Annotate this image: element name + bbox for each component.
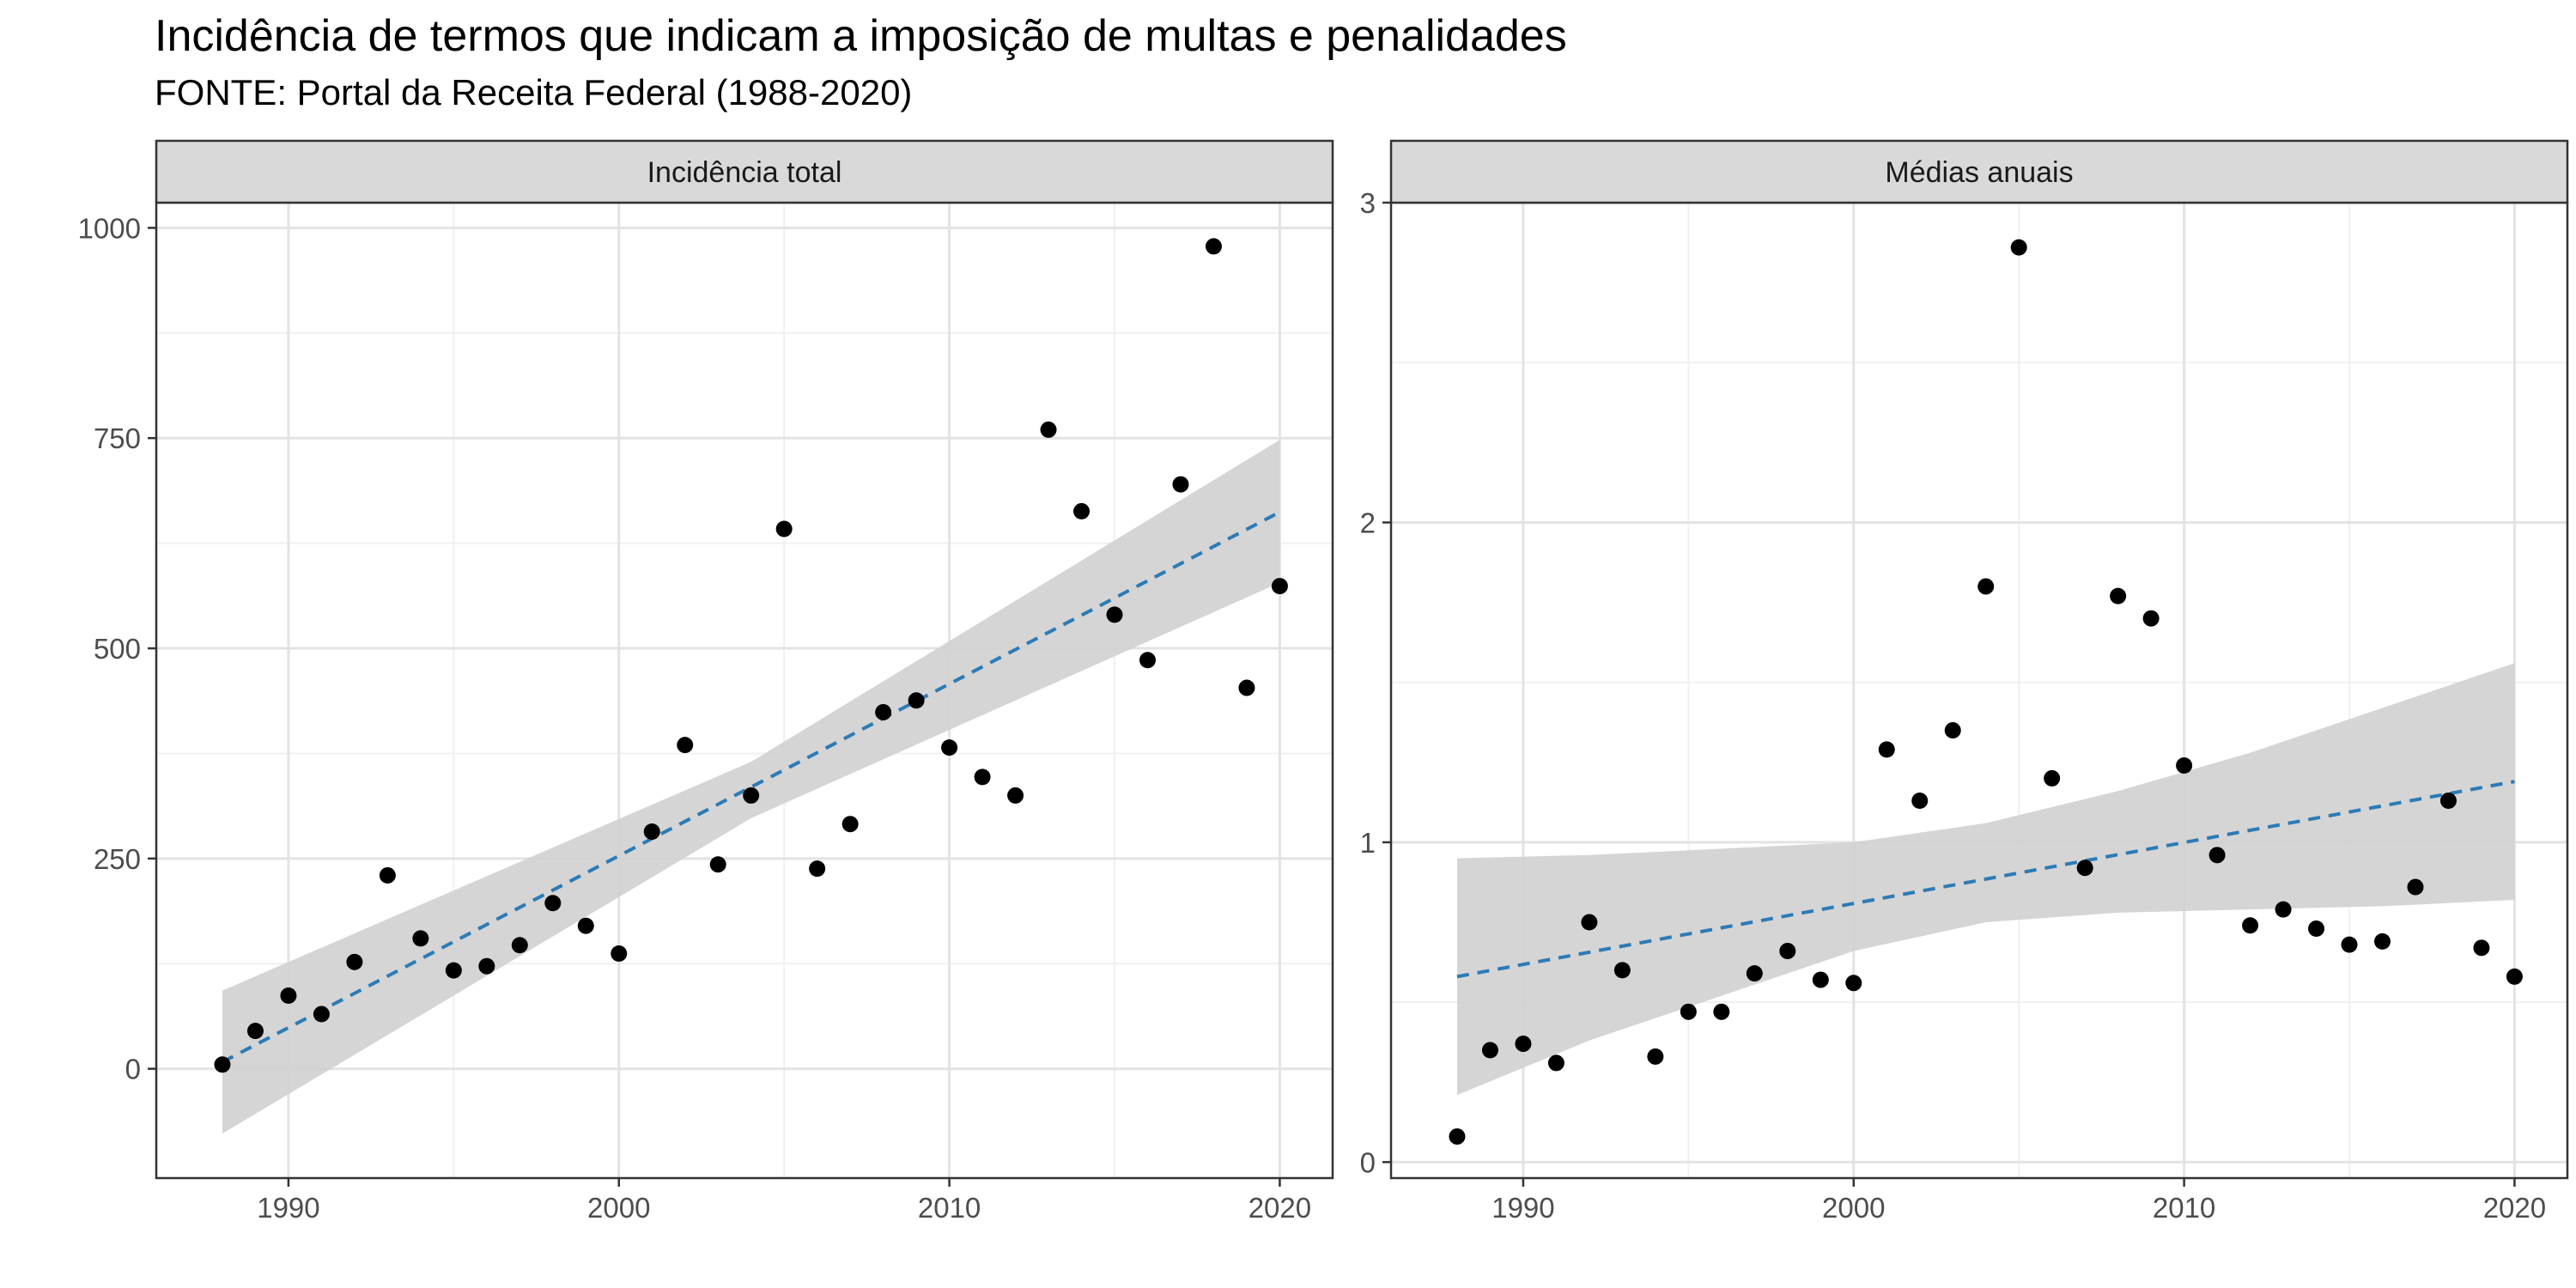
panel-incidencia-total: Incidência total 0 250 500 750 1000 1990 2000 20… [78, 139, 1334, 1224]
trend-line [222, 510, 1281, 1064]
y-tick-label: 0 [125, 1054, 141, 1085]
facet-strip-label: Médias anuais [1885, 156, 2073, 189]
data-point [743, 787, 760, 804]
data-point [577, 917, 594, 934]
data-point [1238, 679, 1255, 696]
data-point [1779, 943, 1796, 960]
data-point [1845, 975, 1862, 992]
data-point [445, 962, 462, 979]
data-point [908, 692, 925, 709]
data-point [2208, 847, 2226, 864]
y-tick-label: 0 [1360, 1146, 1376, 1178]
data-point [1515, 1036, 1532, 1053]
data-point [643, 823, 660, 841]
data-point [313, 1005, 330, 1023]
data-point [412, 930, 429, 947]
data-point [1271, 578, 1288, 595]
y-tick-label: 3 [1360, 187, 1376, 219]
data-point [2275, 901, 2292, 918]
data-point [478, 957, 495, 975]
data-point [2010, 239, 2027, 256]
data-point [1746, 965, 1763, 982]
data-point [2473, 939, 2490, 957]
data-point [280, 987, 297, 1004]
x-tick-label: 2020 [2483, 1192, 2546, 1224]
data-point [1547, 1054, 1564, 1072]
data-point [875, 703, 892, 720]
x-tick-label: 1990 [257, 1192, 319, 1224]
y-tick-label: 1000 [78, 212, 141, 244]
data-point [2076, 860, 2093, 877]
x-tick-label: 2020 [1249, 1192, 1311, 1224]
chart-title: Incidência de termos que indicam a impos… [155, 11, 1567, 61]
data-point [346, 953, 363, 970]
x-tick-label: 2010 [918, 1192, 981, 1224]
data-point [809, 860, 826, 878]
facet-strip-label: Incidência total [647, 156, 842, 189]
data-point [709, 856, 726, 873]
data-point [1713, 1003, 1730, 1020]
x-tick-label: 2010 [2153, 1192, 2215, 1224]
data-point [1205, 238, 1222, 255]
data-point [2439, 792, 2457, 809]
data-point [2176, 757, 2193, 775]
data-point [611, 945, 628, 963]
facet-strip [155, 139, 1334, 204]
data-point [2142, 610, 2160, 627]
data-point [1172, 476, 1189, 493]
y-tick-label: 250 [94, 843, 141, 875]
data-point [1581, 914, 1598, 931]
data-point [941, 739, 958, 756]
y-tick-label: 750 [94, 422, 141, 454]
data-point [2308, 920, 2325, 937]
data-point [2242, 917, 2259, 934]
data-point [1680, 1003, 1697, 1020]
data-point [841, 816, 859, 833]
data-point [1481, 1042, 1498, 1059]
data-point [2341, 936, 2358, 953]
y-tick-label: 500 [94, 633, 141, 665]
data-point [775, 520, 793, 538]
data-point [2506, 968, 2523, 985]
data-point [1812, 971, 1829, 988]
data-point [1106, 606, 1123, 623]
x-tick-label: 1990 [1492, 1192, 1554, 1224]
data-point [677, 737, 694, 754]
data-point [214, 1056, 231, 1073]
data-point [2044, 769, 2061, 787]
trend-line [1456, 780, 2515, 979]
data-point [1073, 502, 1091, 519]
data-point [1449, 1128, 1466, 1145]
panel-medias-anuais: Médias anuais 0 1 2 3 1990 2000 2010 2020 [1360, 139, 2569, 1224]
data-point [379, 866, 396, 884]
data-point [1040, 421, 1057, 438]
data-point [1944, 722, 1961, 739]
data-point [1978, 578, 1995, 595]
data-point [2110, 587, 2127, 605]
data-point [2407, 878, 2424, 896]
x-tick-label: 2000 [587, 1192, 650, 1224]
facet-strip [1389, 139, 2569, 204]
x-tick-label: 2000 [1822, 1192, 1885, 1224]
data-point [544, 895, 562, 912]
data-point [1878, 741, 1895, 758]
data-point [1647, 1048, 1664, 1065]
data-point [1139, 652, 1156, 669]
data-point [1613, 962, 1631, 979]
data-point [1007, 787, 1024, 804]
data-point [511, 937, 528, 954]
data-point [1911, 792, 1929, 809]
y-tick-label: 2 [1360, 507, 1376, 538]
data-point [2373, 933, 2391, 950]
y-tick-label: 1 [1360, 827, 1376, 859]
data-point [246, 1023, 264, 1040]
data-point [974, 769, 991, 786]
chart-subtitle: FONTE: Portal da Receita Federal (1988-2… [155, 72, 913, 112]
